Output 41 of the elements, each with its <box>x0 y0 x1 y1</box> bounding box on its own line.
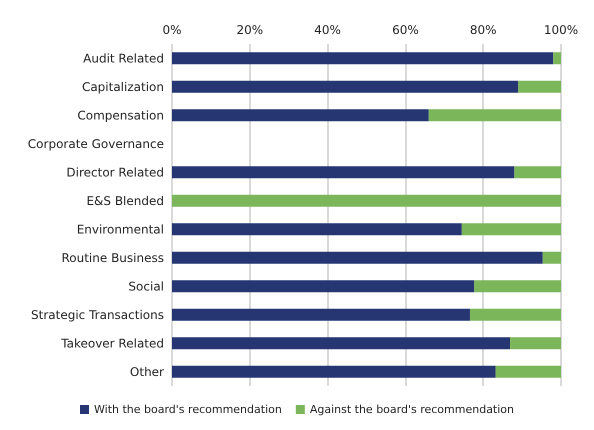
bar <box>172 337 510 350</box>
bar <box>470 308 561 321</box>
legend-label: With the board's recommendation <box>94 403 282 416</box>
y-tick-label: Other <box>130 364 164 379</box>
bar <box>172 80 518 93</box>
y-tick-label: Environmental <box>76 222 164 236</box>
bar <box>474 280 561 292</box>
bar <box>514 166 561 178</box>
y-tick-label: Takeover Related <box>60 336 164 350</box>
x-tick-label: 40% <box>314 23 341 37</box>
bar <box>172 52 554 64</box>
bar <box>172 366 496 378</box>
bar <box>172 109 429 122</box>
x-tick-label: 60% <box>392 23 419 37</box>
bar <box>428 109 561 122</box>
y-tick-label: Strategic Transactions <box>31 308 164 322</box>
bar <box>553 52 561 64</box>
bar <box>172 308 470 321</box>
x-tick-label: 100% <box>544 23 578 37</box>
x-tick-label: 0% <box>162 23 182 37</box>
bar <box>496 366 561 378</box>
bar <box>172 280 474 292</box>
y-tick-label: Routine Business <box>61 250 164 265</box>
bar <box>510 337 561 350</box>
y-tick-label: Audit Related <box>83 51 164 66</box>
y-tick-label: Capitalization <box>82 80 164 94</box>
y-tick-label: Social <box>128 279 164 294</box>
y-tick-label: Director Related <box>66 165 164 180</box>
bar <box>172 252 543 264</box>
legend-label: Against the board's recommendation <box>310 403 514 416</box>
y-tick-label: E&S Blended <box>86 194 164 208</box>
y-tick-label: Corporate Governance <box>28 136 164 151</box>
bar <box>172 194 561 207</box>
bar <box>542 252 561 264</box>
x-tick-label: 80% <box>470 23 497 37</box>
bar <box>172 166 514 178</box>
bar <box>462 223 561 236</box>
bar <box>518 80 561 93</box>
x-tick-label: 20% <box>236 23 264 37</box>
y-tick-label: Compensation <box>77 108 164 122</box>
bar <box>172 223 462 236</box>
